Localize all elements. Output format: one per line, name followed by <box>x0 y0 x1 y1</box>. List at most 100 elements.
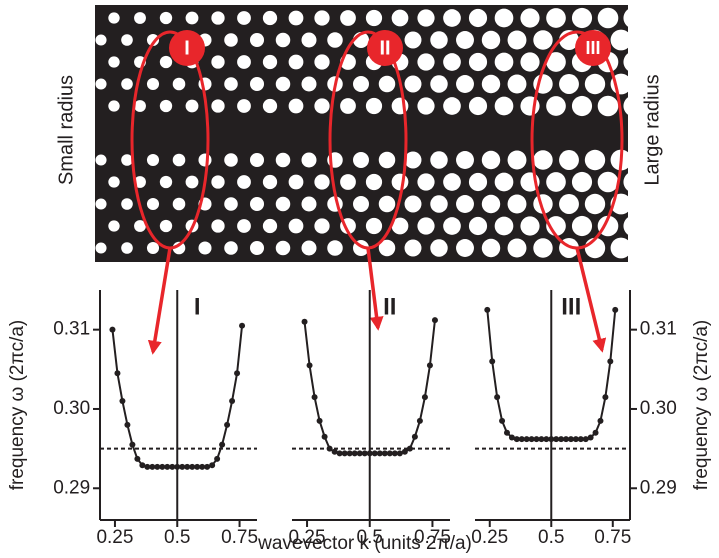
hole <box>378 151 396 169</box>
data-point <box>159 463 166 470</box>
x-tick-label: 0.25 <box>289 527 326 548</box>
hole <box>185 99 199 113</box>
hole <box>262 174 278 190</box>
hole <box>288 174 304 190</box>
hole <box>584 149 606 171</box>
hole <box>623 97 628 115</box>
hole <box>249 76 265 92</box>
data-point <box>341 450 348 457</box>
hole <box>520 8 540 28</box>
hole <box>597 171 619 193</box>
hole <box>159 99 173 113</box>
hole <box>391 173 409 191</box>
data-point <box>431 317 438 324</box>
data-point <box>489 358 496 365</box>
data-point <box>326 445 333 452</box>
hole <box>146 197 160 211</box>
hole <box>353 76 369 92</box>
x-tick-label: 0.5 <box>164 527 190 548</box>
data-point <box>503 429 510 436</box>
data-point <box>577 436 584 443</box>
hole <box>494 216 514 236</box>
hole <box>275 32 291 48</box>
hole <box>468 96 488 116</box>
hole <box>224 241 238 255</box>
y-tick-label: 0.29 <box>53 477 90 498</box>
data-point <box>301 318 308 325</box>
hole <box>417 97 435 115</box>
hole <box>301 76 317 92</box>
hole <box>340 174 356 190</box>
hole <box>378 75 396 93</box>
hole <box>83 101 94 112</box>
hole <box>288 10 304 26</box>
x-tick-label: 0.75 <box>414 527 451 548</box>
data-point <box>376 450 383 457</box>
marker-badge <box>169 30 205 66</box>
hole <box>353 152 369 168</box>
hole <box>249 240 265 256</box>
data-point <box>199 463 206 470</box>
data-point <box>386 450 393 457</box>
data-point <box>214 455 221 462</box>
data-point <box>558 436 565 443</box>
hole <box>533 238 553 258</box>
right-label: Large radius <box>641 74 663 185</box>
data-point <box>189 463 196 470</box>
data-point <box>174 463 181 470</box>
hole <box>159 175 173 189</box>
x-tick-label: 0.25 <box>471 527 508 548</box>
hole <box>623 217 628 235</box>
data-point <box>426 362 433 369</box>
hole <box>404 195 422 213</box>
hole <box>198 241 212 255</box>
hole <box>430 239 448 257</box>
hole <box>249 196 265 212</box>
data-point <box>336 450 343 457</box>
data-point <box>538 436 545 443</box>
hole <box>275 76 291 92</box>
data-point <box>572 436 579 443</box>
hole <box>262 10 278 26</box>
x-tick-label: 0.75 <box>221 527 258 548</box>
hole <box>546 8 566 28</box>
hole <box>507 238 527 258</box>
data-point <box>366 450 373 457</box>
hole <box>275 152 291 168</box>
hole <box>597 7 619 29</box>
hole <box>314 218 330 234</box>
data-point <box>597 417 604 424</box>
arrow <box>147 247 172 355</box>
hole <box>546 52 566 72</box>
y-tick-label: 0.29 <box>640 477 677 498</box>
hole <box>481 238 501 258</box>
hole <box>507 30 527 50</box>
hole <box>404 151 422 169</box>
data-point <box>553 436 560 443</box>
hole <box>83 57 94 68</box>
data-point <box>306 362 313 369</box>
hole <box>159 219 173 233</box>
hole <box>494 8 514 28</box>
hole <box>249 152 265 168</box>
hole <box>468 216 488 236</box>
hole <box>559 74 579 94</box>
hole <box>481 74 501 94</box>
data-point <box>484 306 491 313</box>
hole <box>121 242 133 254</box>
data-point <box>144 463 151 470</box>
hole <box>520 96 540 116</box>
data-point <box>204 463 211 470</box>
data-point <box>321 433 328 440</box>
panel-title: III <box>561 293 581 320</box>
data-point <box>528 436 535 443</box>
left-label: Small radius <box>55 75 77 185</box>
hole <box>404 75 422 93</box>
hole <box>610 29 628 51</box>
data-point <box>234 370 241 377</box>
arrow <box>366 247 384 331</box>
hole <box>185 175 199 189</box>
hole <box>275 196 291 212</box>
data-point <box>346 450 353 457</box>
hole <box>481 150 501 170</box>
